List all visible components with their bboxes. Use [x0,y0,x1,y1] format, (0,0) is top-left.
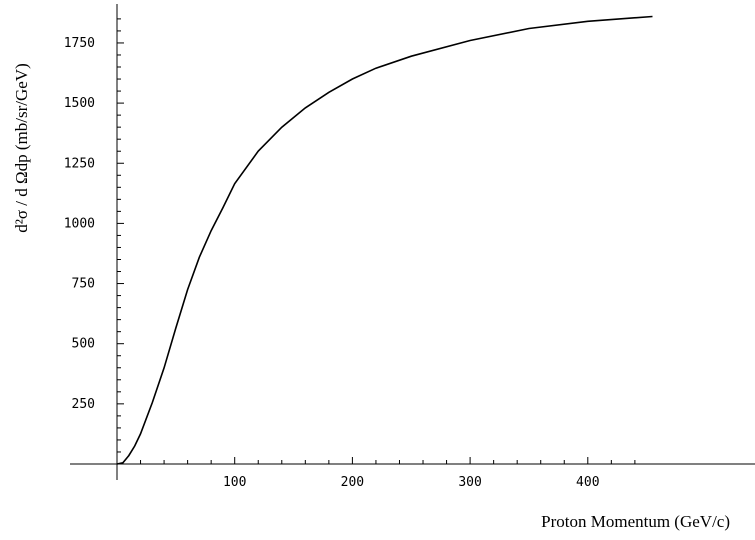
y-tick-label: 250 [72,397,95,412]
x-tick-label: 100 [223,475,246,490]
axes: 100 200 300 400 250 500 750 1000 1250 1500 1750 [64,4,755,490]
data-series-line [116,15,653,465]
y-tick-label: 1500 [64,96,95,111]
x-ticks: 100 200 300 400 [140,457,636,490]
y-tick-label: 1000 [64,216,95,231]
y-tick-label: 1250 [64,156,95,171]
y-tick-label: 500 [72,337,95,352]
x-tick-label: 400 [576,475,599,490]
x-axis-title: Proton Momentum (GeV/c) [541,512,730,531]
y-tick-label: 1750 [64,36,95,51]
y-axis-title: d²σ / d Ωdp (mb/sr/GeV) [12,63,31,233]
y-ticks: 250 500 750 1000 1250 1500 1750 [64,18,124,453]
y-tick-label: 750 [72,277,95,292]
x-tick-label: 300 [458,475,481,490]
x-tick-label: 200 [341,475,364,490]
